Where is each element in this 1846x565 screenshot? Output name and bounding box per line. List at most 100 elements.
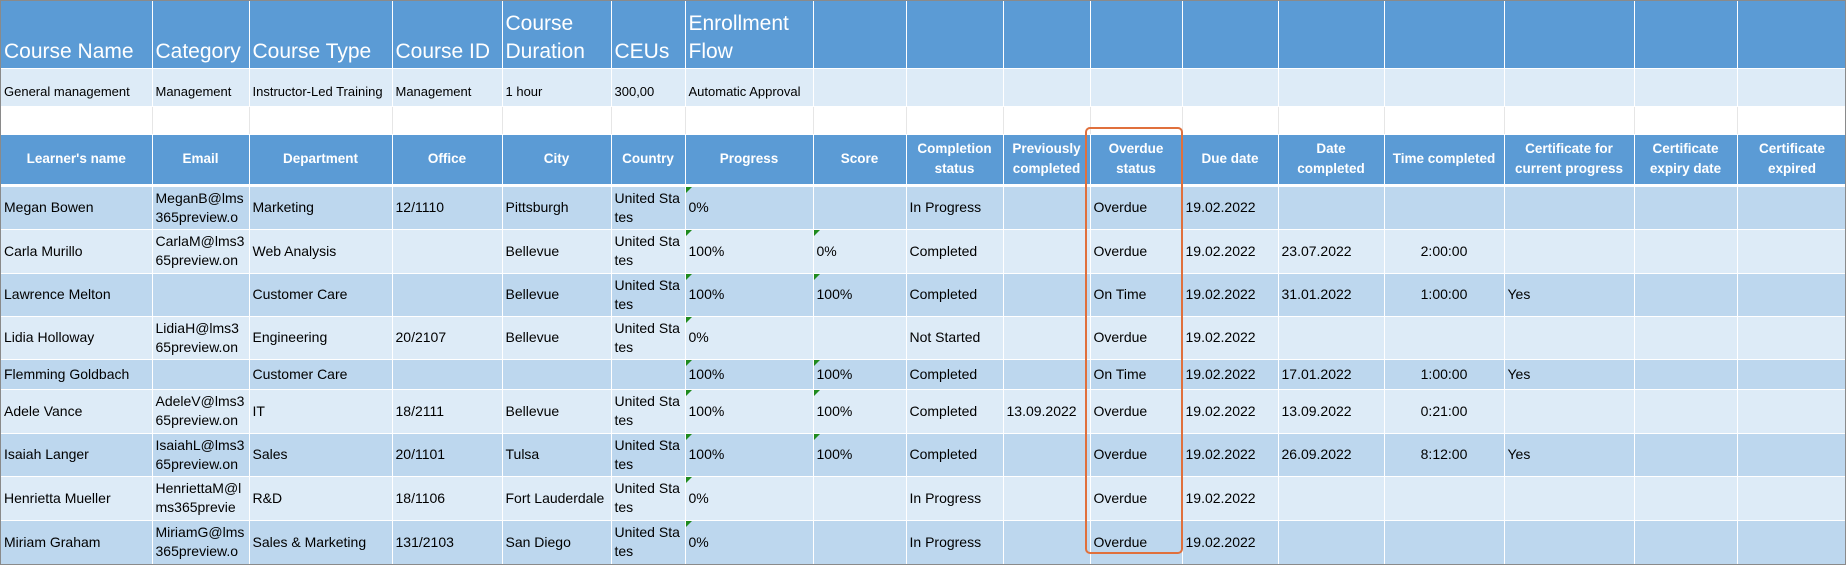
learner-cell[interactable]: In Progress	[906, 476, 1004, 521]
learner-cell[interactable]: 100%	[685, 359, 814, 390]
column-header[interactable]: City	[502, 134, 612, 187]
course-value-cell[interactable]	[1384, 68, 1505, 107]
learner-cell[interactable]: Overdue	[1090, 389, 1183, 434]
learner-cell[interactable]	[152, 273, 250, 317]
course-header-cell[interactable]	[906, 1, 1004, 69]
learner-cell[interactable]	[1634, 433, 1738, 477]
learner-cell[interactable]: Completed	[906, 389, 1004, 434]
course-value-cell[interactable]: 300,00	[611, 68, 686, 107]
course-header-cell[interactable]: Enrollment Flow	[685, 1, 814, 69]
empty-cell[interactable]	[1278, 106, 1385, 135]
learner-cell[interactable]	[1003, 433, 1091, 477]
course-header-cell[interactable]: Course Type	[249, 1, 393, 69]
learner-cell[interactable]: Tulsa	[502, 433, 612, 477]
learner-cell[interactable]: 12/1110	[392, 185, 503, 230]
learner-cell[interactable]: United States	[611, 229, 686, 274]
learner-cell[interactable]: Adele Vance	[1, 389, 153, 434]
learner-cell[interactable]: Megan Bowen	[1, 185, 153, 230]
course-value-cell[interactable]	[813, 68, 907, 107]
learner-cell[interactable]	[1737, 273, 1845, 317]
learner-cell[interactable]: 26.09.2022	[1278, 433, 1385, 477]
course-header-cell[interactable]	[1384, 1, 1505, 69]
learner-cell[interactable]: Engineering	[249, 316, 393, 360]
course-header-cell[interactable]	[1182, 1, 1279, 69]
learner-cell[interactable]	[1003, 316, 1091, 360]
learner-cell[interactable]	[1003, 185, 1091, 230]
learner-cell[interactable]: United States	[611, 520, 686, 564]
learner-cell[interactable]: 19.02.2022	[1182, 185, 1279, 230]
learner-cell[interactable]: 100%	[685, 389, 814, 434]
learner-cell[interactable]: Overdue	[1090, 185, 1183, 230]
learner-cell[interactable]: Overdue	[1090, 229, 1183, 274]
learner-cell[interactable]: Overdue	[1090, 476, 1183, 521]
learner-cell[interactable]	[1634, 476, 1738, 521]
course-value-cell[interactable]: General management	[1, 68, 153, 107]
learner-cell[interactable]: MiriamG@lms365preview.o	[152, 520, 250, 564]
learner-cell[interactable]	[1003, 229, 1091, 274]
learner-cell[interactable]: 100%	[813, 433, 907, 477]
learner-cell[interactable]: Bellevue	[502, 229, 612, 274]
empty-cell[interactable]	[685, 106, 814, 135]
learner-cell[interactable]: 1:00:00	[1384, 273, 1505, 317]
learner-cell[interactable]: United States	[611, 433, 686, 477]
learner-cell[interactable]: AdeleV@lms365preview.on	[152, 389, 250, 434]
column-header[interactable]: Office	[392, 134, 503, 187]
learner-cell[interactable]	[1384, 185, 1505, 230]
empty-cell[interactable]	[611, 106, 686, 135]
learner-cell[interactable]	[1003, 476, 1091, 521]
learner-cell[interactable]	[1278, 185, 1385, 230]
learner-cell[interactable]: LidiaH@lms365preview.on	[152, 316, 250, 360]
learner-cell[interactable]: 19.02.2022	[1182, 476, 1279, 521]
learner-cell[interactable]: 0%	[685, 476, 814, 521]
learner-cell[interactable]: 0%	[685, 520, 814, 564]
learner-cell[interactable]	[1634, 520, 1738, 564]
learner-cell[interactable]: San Diego	[502, 520, 612, 564]
learner-cell[interactable]	[152, 359, 250, 390]
column-header[interactable]: Due date	[1182, 134, 1279, 187]
course-value-cell[interactable]	[1278, 68, 1385, 107]
learner-cell[interactable]: Yes	[1504, 359, 1635, 390]
learner-cell[interactable]: 19.02.2022	[1182, 520, 1279, 564]
learner-cell[interactable]: IT	[249, 389, 393, 434]
learner-cell[interactable]	[1737, 229, 1845, 274]
learner-cell[interactable]: 100%	[813, 359, 907, 390]
learner-cell[interactable]: HenriettaM@lms365previe	[152, 476, 250, 521]
learner-cell[interactable]	[1737, 316, 1845, 360]
learner-cell[interactable]: 17.01.2022	[1278, 359, 1385, 390]
learner-cell[interactable]	[1737, 433, 1845, 477]
learner-cell[interactable]: Overdue	[1090, 433, 1183, 477]
column-header[interactable]: Date completed	[1278, 134, 1385, 187]
course-value-cell[interactable]: 1 hour	[502, 68, 612, 107]
course-header-cell[interactable]	[1504, 1, 1635, 69]
course-value-cell[interactable]: Automatic Approval	[685, 68, 814, 107]
course-header-cell[interactable]: CEUs	[611, 1, 686, 69]
learner-cell[interactable]: 19.02.2022	[1182, 316, 1279, 360]
course-header-cell[interactable]	[1090, 1, 1183, 69]
learner-cell[interactable]	[1384, 476, 1505, 521]
learner-cell[interactable]: Web Analysis	[249, 229, 393, 274]
learner-cell[interactable]: Henrietta Mueller	[1, 476, 153, 521]
learner-cell[interactable]: Overdue	[1090, 316, 1183, 360]
learner-cell[interactable]: Marketing	[249, 185, 393, 230]
course-value-cell[interactable]	[1003, 68, 1091, 107]
empty-cell[interactable]	[813, 106, 907, 135]
learner-cell[interactable]: 100%	[685, 273, 814, 317]
learner-cell[interactable]: 31.01.2022	[1278, 273, 1385, 317]
empty-cell[interactable]	[502, 106, 612, 135]
learner-cell[interactable]: 23.07.2022	[1278, 229, 1385, 274]
learner-cell[interactable]: MeganB@lms365preview.o	[152, 185, 250, 230]
learner-cell[interactable]: CarlaM@lms365preview.on	[152, 229, 250, 274]
learner-cell[interactable]: R&D	[249, 476, 393, 521]
learner-cell[interactable]: In Progress	[906, 185, 1004, 230]
learner-cell[interactable]	[1003, 359, 1091, 390]
learner-cell[interactable]: 1:00:00	[1384, 359, 1505, 390]
learner-cell[interactable]: United States	[611, 389, 686, 434]
course-header-cell[interactable]: Course Name	[1, 1, 153, 69]
learner-cell[interactable]: On Time	[1090, 359, 1183, 390]
learner-cell[interactable]: 100%	[813, 389, 907, 434]
learner-cell[interactable]	[813, 520, 907, 564]
column-header[interactable]: Score	[813, 134, 907, 187]
learner-cell[interactable]: 8:12:00	[1384, 433, 1505, 477]
learner-cell[interactable]	[611, 359, 686, 390]
learner-cell[interactable]: United States	[611, 273, 686, 317]
